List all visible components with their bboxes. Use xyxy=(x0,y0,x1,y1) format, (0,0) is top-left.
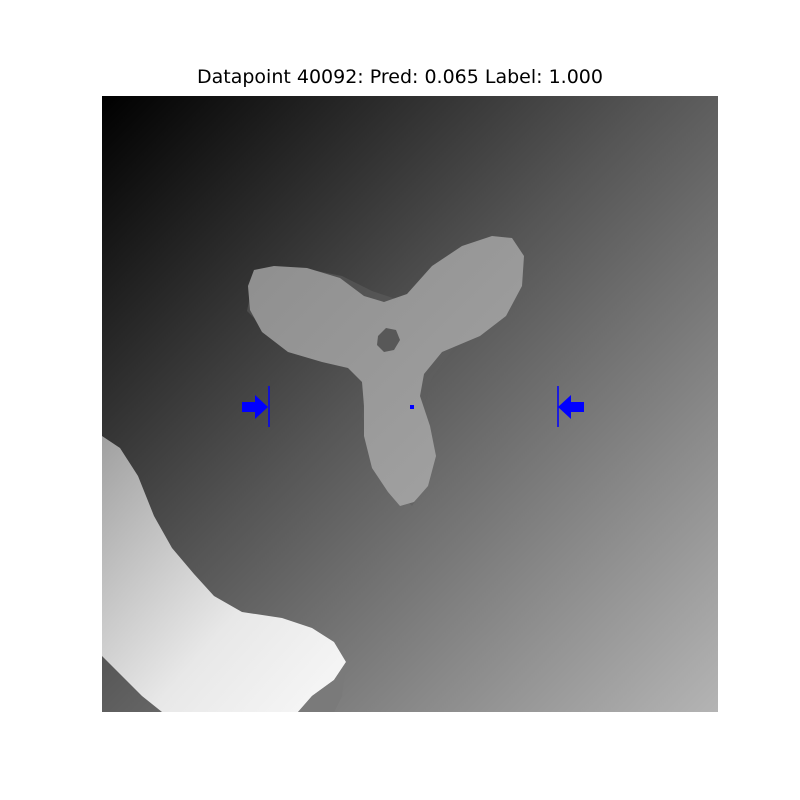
depth-image xyxy=(102,96,718,712)
left-gripper-marker xyxy=(242,386,270,427)
depth-image-panel xyxy=(102,96,718,712)
object-center-hole xyxy=(377,328,400,352)
figure-title: Datapoint 40092: Pred: 0.065 Label: 1.00… xyxy=(197,66,603,88)
right-gripper-marker xyxy=(557,386,584,427)
foreground-arm-shadow xyxy=(298,662,346,712)
foreground-arm xyxy=(102,436,346,712)
grasp-center-point xyxy=(410,405,414,409)
propeller-object xyxy=(248,236,524,506)
